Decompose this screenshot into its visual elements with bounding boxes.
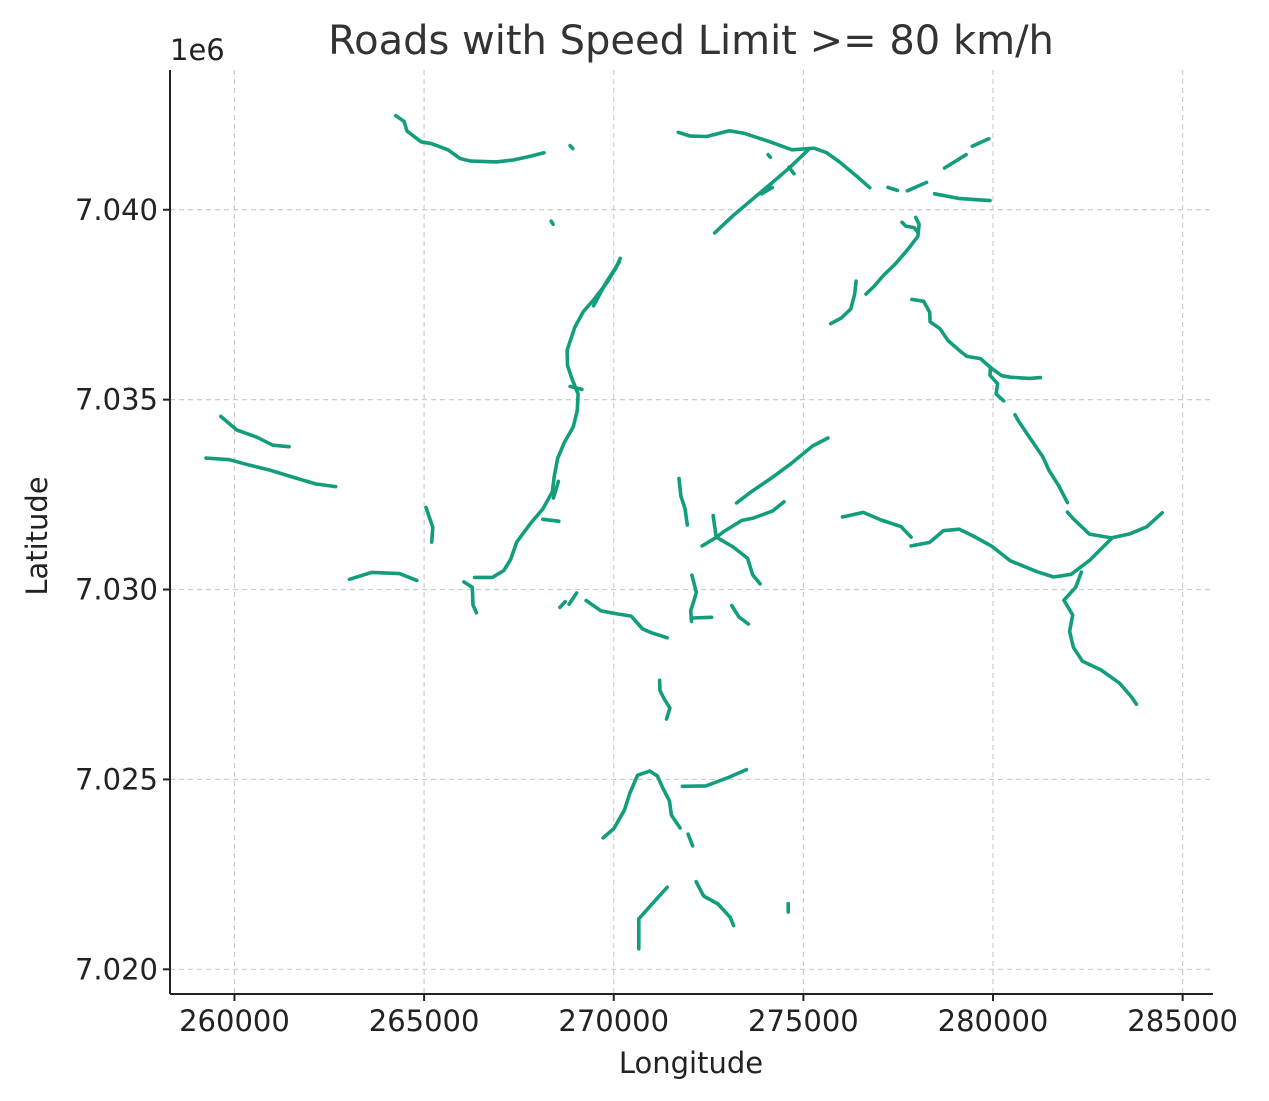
road-segment bbox=[734, 436, 830, 505]
road-segment bbox=[568, 143, 575, 151]
road-segment bbox=[558, 599, 568, 610]
road-segment bbox=[657, 678, 672, 721]
road-segment bbox=[909, 527, 1114, 579]
y-ticks: 7.020 7.025 7.030 7.035 7.040 bbox=[75, 193, 170, 986]
road-segment bbox=[549, 219, 555, 226]
road-segment bbox=[688, 573, 699, 624]
road-segment bbox=[900, 220, 920, 235]
road-segment bbox=[551, 479, 561, 500]
road-segment bbox=[711, 513, 736, 549]
road-segment bbox=[766, 152, 773, 160]
road-segment bbox=[472, 256, 623, 580]
road-segment bbox=[680, 767, 749, 789]
road-segment bbox=[568, 384, 584, 392]
x-ticks: 260000 265000 270000 275000 280000 285000 bbox=[179, 994, 1238, 1038]
road-segment bbox=[942, 152, 968, 170]
x-tick-label: 265000 bbox=[369, 1004, 480, 1038]
road-segment bbox=[970, 136, 991, 149]
road-segment bbox=[591, 259, 622, 308]
road-segment bbox=[540, 517, 561, 524]
road-segment bbox=[347, 570, 419, 583]
road-segment bbox=[712, 147, 811, 235]
road-segment bbox=[840, 510, 913, 539]
road-segment bbox=[393, 113, 546, 164]
road-segment bbox=[1065, 510, 1164, 540]
road-segment bbox=[204, 456, 338, 489]
road-segment bbox=[694, 879, 736, 928]
road-segment bbox=[647, 769, 682, 830]
y-tick-label: 7.040 bbox=[75, 193, 158, 227]
axes bbox=[169, 70, 1213, 995]
road-segment bbox=[601, 769, 652, 840]
y-tick-label: 7.025 bbox=[75, 762, 158, 796]
road-segment bbox=[886, 185, 900, 193]
road-segment bbox=[828, 279, 858, 326]
chart-title: Roads with Speed Limit >= 80 km/h bbox=[328, 18, 1054, 64]
road-segment bbox=[905, 180, 929, 193]
road-segment bbox=[864, 215, 921, 296]
x-tick-label: 270000 bbox=[558, 1004, 669, 1038]
x-tick-label: 275000 bbox=[748, 1004, 859, 1038]
road-segment bbox=[219, 414, 291, 449]
x-tick-label: 280000 bbox=[938, 1004, 1049, 1038]
road-segment bbox=[636, 885, 670, 951]
y-offset-label: 1e6 bbox=[170, 33, 225, 67]
road-segment bbox=[731, 545, 762, 586]
road-segment bbox=[1062, 570, 1139, 707]
road-segment bbox=[690, 615, 714, 620]
x-tick-label: 260000 bbox=[179, 1004, 290, 1038]
road-segment bbox=[1013, 412, 1070, 505]
road-segment bbox=[686, 832, 695, 848]
y-tick-label: 7.030 bbox=[75, 573, 158, 607]
road-segment bbox=[462, 580, 479, 615]
road-segments bbox=[204, 113, 1164, 951]
road-segment bbox=[676, 129, 872, 190]
y-axis-label: Latitude bbox=[20, 476, 54, 595]
y-tick-label: 7.020 bbox=[75, 952, 158, 986]
road-segment bbox=[910, 297, 1043, 381]
grid-lines bbox=[170, 70, 1213, 994]
road-segment bbox=[567, 591, 579, 607]
road-segment bbox=[584, 598, 670, 640]
road-segment bbox=[424, 505, 435, 544]
road-segment bbox=[729, 603, 751, 626]
road-segment bbox=[988, 365, 1006, 403]
road-segment bbox=[759, 185, 775, 196]
road-segment bbox=[932, 192, 992, 203]
x-tick-label: 285000 bbox=[1127, 1004, 1238, 1038]
road-segment bbox=[787, 165, 796, 176]
x-axis-label: Longitude bbox=[619, 1046, 763, 1080]
y-tick-label: 7.035 bbox=[75, 383, 158, 417]
road-segment bbox=[677, 476, 690, 527]
